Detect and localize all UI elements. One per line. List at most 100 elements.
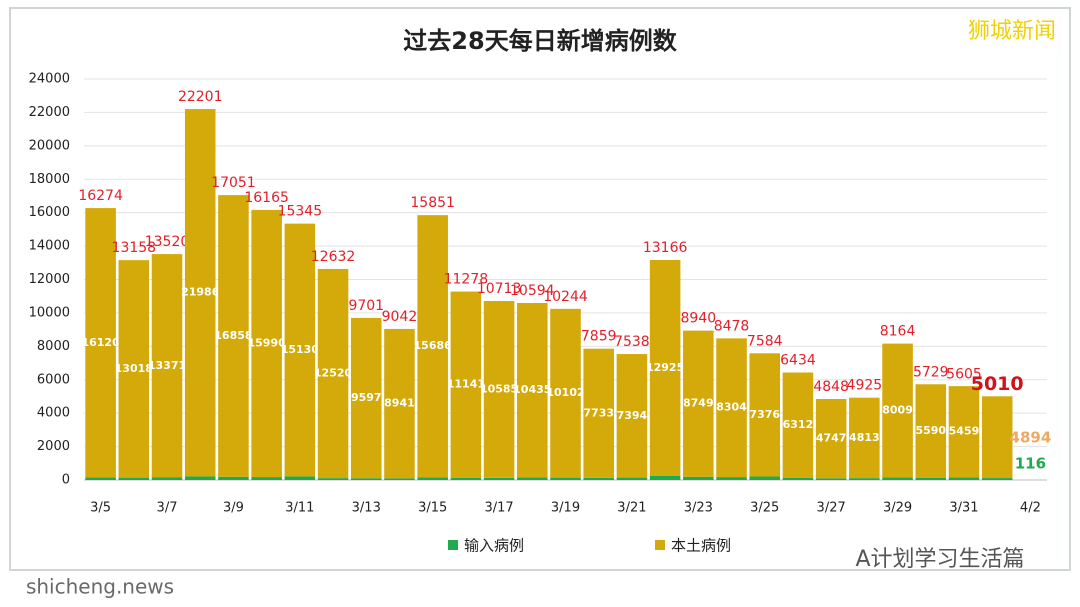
bar-segment — [85, 208, 116, 478]
total-label: 8940 — [681, 311, 717, 327]
data-label: 10102 — [546, 386, 584, 399]
bar-segment — [749, 476, 781, 480]
data-label: 21986 — [181, 286, 220, 299]
data-label: 5590 — [915, 424, 946, 437]
legend-swatch — [655, 540, 665, 550]
bar-segment — [284, 476, 316, 480]
bar-segment — [151, 254, 183, 478]
data-label: 8749 — [683, 397, 714, 410]
bar-segment — [384, 328, 415, 479]
bar-segment — [583, 348, 614, 478]
data-label: 7394 — [617, 409, 648, 422]
chart-title: 过去28天每日新增病例数 — [403, 27, 677, 55]
bar-segment — [849, 397, 880, 479]
y-tick-label: 12000 — [29, 272, 70, 287]
bar-segment — [317, 268, 349, 479]
total-label: 6434 — [780, 352, 816, 368]
x-tick-label: 3/21 — [617, 501, 646, 516]
data-label: 12520 — [314, 367, 353, 380]
data-label: 15686 — [414, 339, 453, 352]
bar-segment — [782, 372, 814, 478]
y-tick-label: 2000 — [37, 439, 70, 454]
x-tick-label: 3/13 — [352, 501, 381, 516]
bar-segment — [815, 398, 847, 479]
bar-segment — [616, 477, 648, 480]
total-label: 7584 — [747, 333, 783, 349]
bar-segment — [218, 476, 249, 480]
y-tick-label: 6000 — [37, 372, 70, 387]
total-label: 13520 — [145, 234, 190, 250]
data-label: 7376 — [749, 408, 780, 421]
bar-segment — [882, 477, 913, 480]
bar-segment — [915, 477, 947, 480]
y-tick-label: 4000 — [37, 406, 70, 421]
bar-segment — [417, 215, 448, 478]
total-label: 22201 — [178, 89, 223, 105]
x-tick-label: 3/15 — [418, 501, 447, 516]
total-label: 8164 — [880, 324, 916, 340]
bar-segment — [118, 260, 150, 478]
bar-segment — [716, 477, 747, 480]
bar-segment — [284, 223, 316, 477]
total-label: 8478 — [714, 318, 750, 334]
bar-segment — [749, 353, 781, 477]
total-label: 5010 — [971, 373, 1024, 395]
total-label: 9042 — [382, 309, 418, 325]
x-tick-label: 3/7 — [157, 501, 178, 516]
data-label: 6312 — [783, 418, 814, 431]
y-tick-label: 14000 — [29, 239, 70, 254]
total-label: 10713 — [477, 281, 522, 297]
bar-segment — [450, 477, 482, 480]
bar-segment — [583, 477, 614, 480]
y-tick-label: 24000 — [29, 72, 70, 87]
watermark: 狮城新闻 — [968, 19, 1056, 44]
total-label: 7859 — [581, 329, 617, 345]
data-label: 4747 — [816, 432, 847, 445]
bar-segment — [317, 478, 349, 480]
bar-segment — [649, 260, 681, 476]
legend-swatch — [448, 540, 458, 550]
x-tick-label: 3/29 — [883, 501, 912, 516]
bar-segment — [450, 291, 482, 478]
data-label: 13018 — [115, 362, 153, 375]
y-tick-label: 18000 — [29, 172, 70, 187]
data-label: 16858 — [214, 329, 252, 342]
legend-label: 本土病例 — [671, 537, 731, 555]
total-label: 9701 — [348, 298, 384, 314]
bar-segment — [649, 475, 681, 480]
bar-segment — [915, 384, 947, 478]
y-tick-label: 22000 — [29, 105, 70, 120]
x-tick-label: 3/19 — [551, 501, 580, 516]
y-tick-label: 20000 — [29, 138, 70, 153]
total-label: 15345 — [278, 204, 323, 220]
total-label: 15851 — [410, 195, 455, 211]
x-tick-label: 3/27 — [817, 501, 846, 516]
bar-segment — [417, 477, 448, 480]
total-label: 13166 — [643, 240, 688, 256]
x-tick-label: 3/23 — [684, 501, 713, 516]
x-tick-label: 3/17 — [484, 501, 513, 516]
watermark: shicheng.news — [26, 575, 174, 599]
bar-segment — [981, 478, 1013, 480]
total-label: 10594 — [510, 283, 555, 299]
bar-segment — [948, 386, 980, 478]
total-label: 17051 — [211, 175, 256, 191]
bar-segment — [981, 396, 1013, 479]
total-label: 16165 — [244, 190, 289, 206]
bar-segment — [251, 209, 282, 478]
bar-segment — [517, 302, 548, 478]
bar-segment — [849, 478, 880, 480]
bar-segment — [251, 477, 282, 480]
bar-segment — [350, 478, 382, 480]
bar-segment — [483, 477, 515, 480]
bar-segment — [948, 477, 980, 480]
data-label: 12925 — [646, 361, 684, 374]
bar-segment — [882, 343, 913, 478]
data-label: 16120 — [81, 336, 120, 349]
data-label: 4813 — [849, 431, 880, 444]
bar-segment — [683, 476, 714, 480]
total-label: 4848 — [813, 379, 849, 395]
y-tick-label: 0 — [62, 473, 70, 488]
x-tick-label: 3/11 — [285, 501, 314, 516]
bar-segment — [384, 478, 415, 480]
